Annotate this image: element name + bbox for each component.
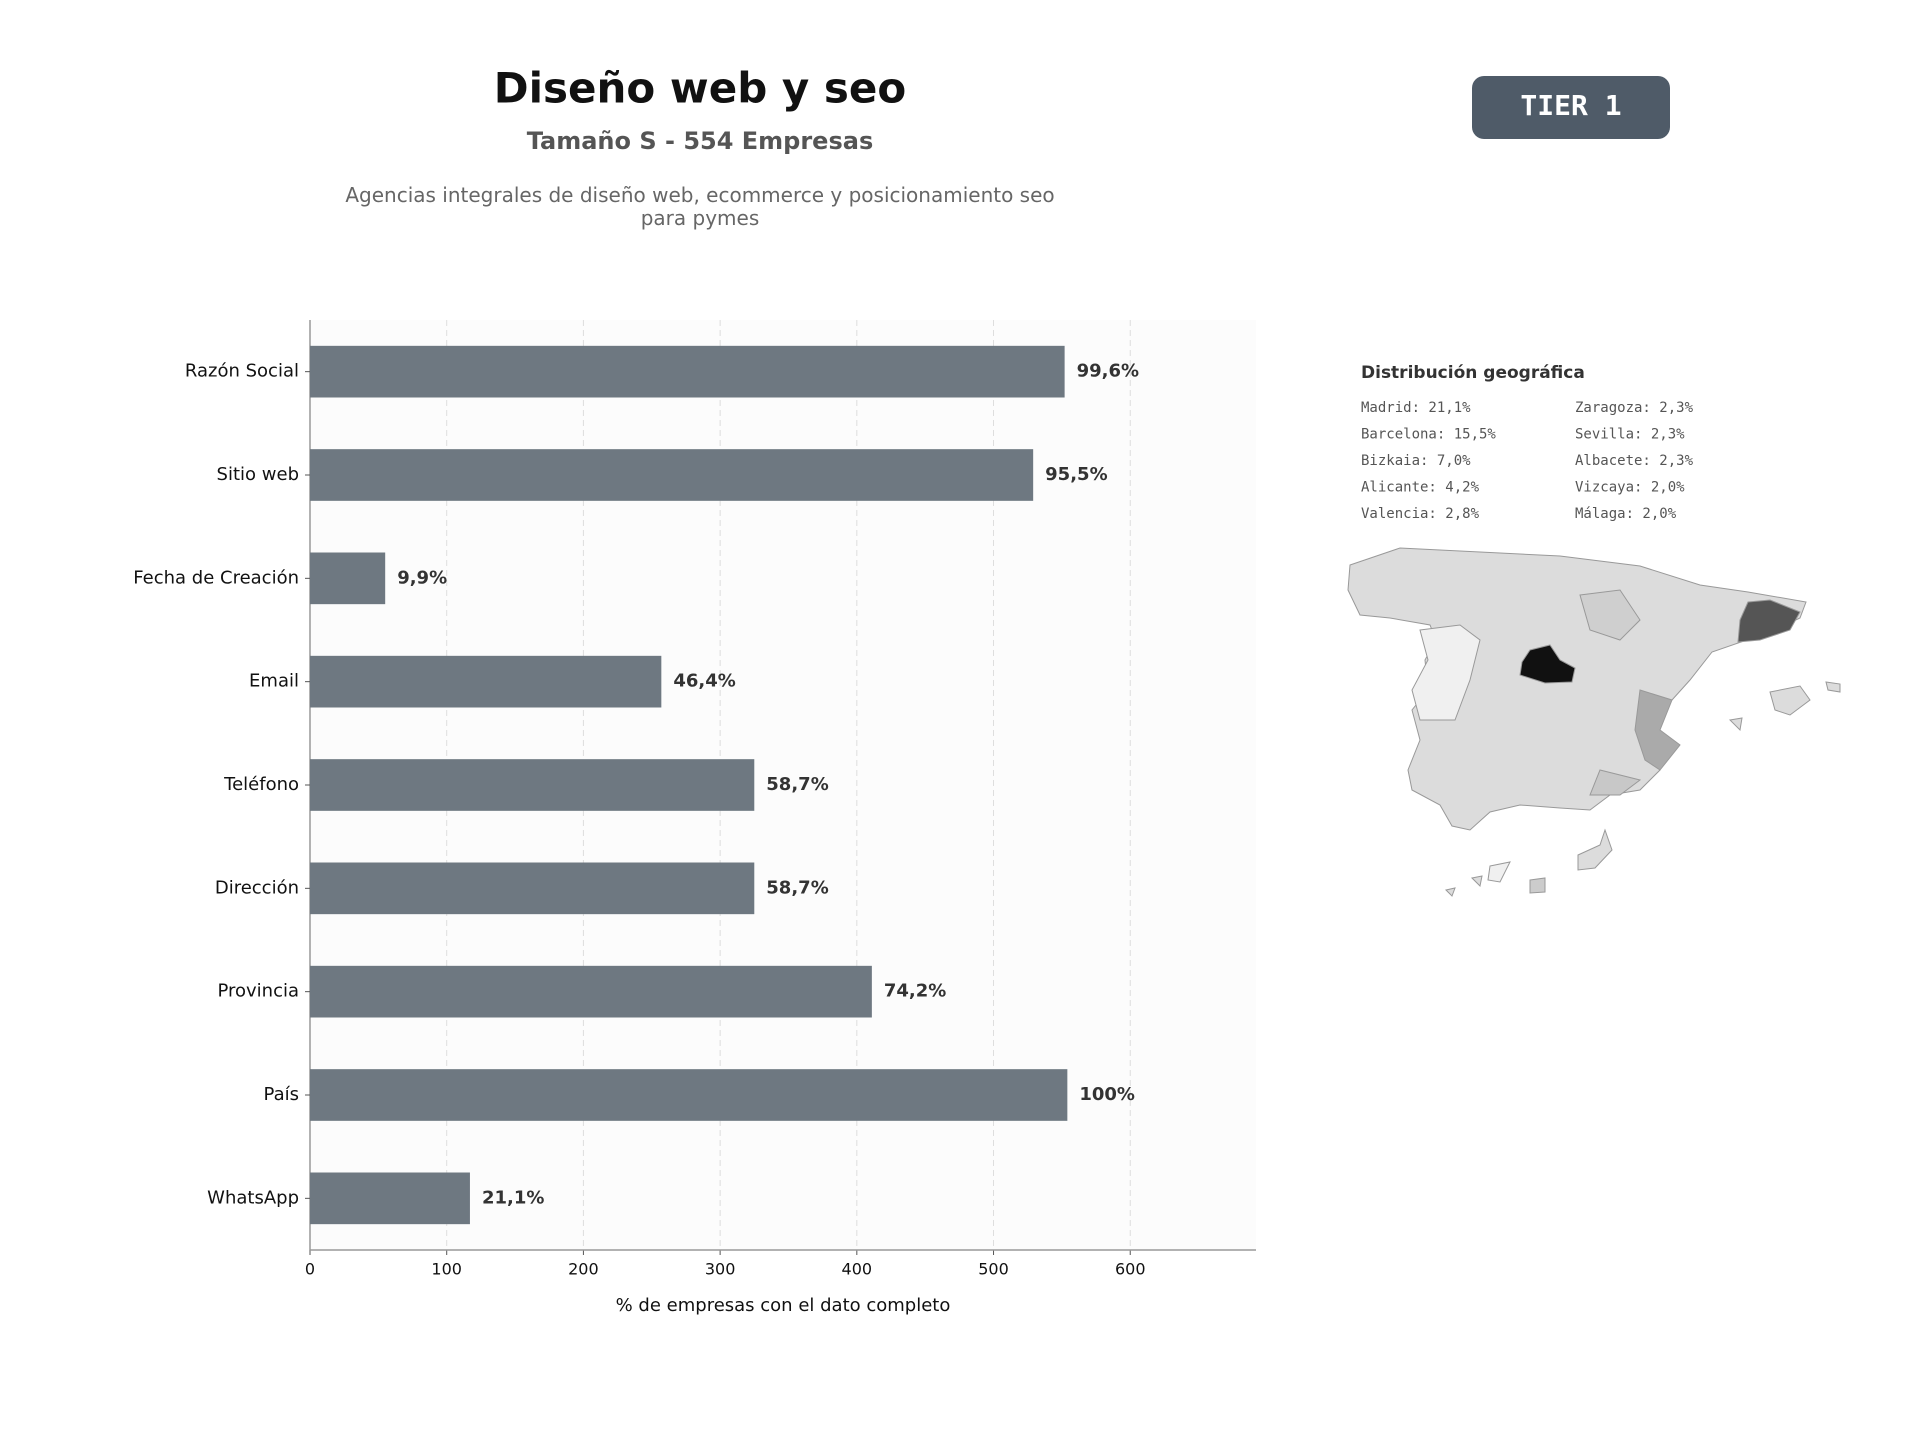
bar <box>310 1172 470 1225</box>
bar-value-label: 100% <box>1079 1084 1135 1105</box>
chart-description: Agencias integrales de diseño web, ecomm… <box>345 183 1055 230</box>
map-islands <box>1728 717 1743 732</box>
bar-value-label: 9,9% <box>397 567 447 588</box>
chart-subtitle: Tamaño S - 554 Empresas <box>527 127 873 155</box>
y-tick-label: Razón Social <box>185 361 299 382</box>
x-axis-label: % de empresas con el dato completo <box>616 1295 951 1316</box>
x-tick-label: 200 <box>568 1260 599 1279</box>
bar-value-label: 99,6% <box>1077 361 1139 382</box>
map-region <box>1579 589 1641 641</box>
map-barcelona <box>1737 599 1801 643</box>
geo-item: Sevilla: 2,3% <box>1575 427 1685 443</box>
x-tick-label: 0 <box>305 1260 315 1279</box>
geo-item: Valencia: 2,8% <box>1361 506 1480 522</box>
map-islands <box>1487 861 1511 883</box>
geo-item: Madrid: 21,1% <box>1361 400 1471 416</box>
map-islands <box>1445 887 1456 897</box>
bar <box>310 655 662 708</box>
y-tick-label: Dirección <box>215 877 299 898</box>
bar <box>310 552 386 605</box>
bar <box>310 345 1065 398</box>
bar <box>310 862 755 915</box>
x-tick-label: 500 <box>978 1260 1009 1279</box>
geo-item: Zaragoza: 2,3% <box>1575 400 1694 416</box>
map-islands <box>1825 681 1841 693</box>
bar-value-label: 58,7% <box>766 774 828 795</box>
map <box>1347 547 1841 897</box>
geo-item: Bizkaia: 7,0% <box>1361 453 1471 469</box>
y-tick-label: WhatsApp <box>207 1187 299 1208</box>
bar-value-label: 95,5% <box>1045 464 1107 485</box>
bar-value-label: 21,1% <box>482 1187 544 1208</box>
bar <box>310 449 1034 501</box>
map-region <box>1634 689 1681 771</box>
bar <box>310 759 755 811</box>
y-tick-label: País <box>264 1084 299 1105</box>
x-tick-label: 300 <box>705 1260 736 1279</box>
bar <box>310 1069 1068 1121</box>
chart-title: Diseño web y seo <box>494 64 906 113</box>
map-madrid <box>1519 644 1576 684</box>
map-islands <box>1529 877 1546 894</box>
x-tick-label: 600 <box>1115 1260 1146 1279</box>
geo-item: Alicante: 4,2% <box>1361 480 1480 496</box>
map-islands <box>1470 875 1483 888</box>
map-islands <box>1769 685 1811 716</box>
tier-label: TIER 1 <box>1520 89 1621 122</box>
y-tick-label: Provincia <box>217 981 299 1002</box>
map-mainland <box>1347 547 1807 831</box>
bar-value-label: 58,7% <box>766 877 828 898</box>
geo-title: Distribución geográfica <box>1361 363 1585 383</box>
geo-item: Málaga: 2,0% <box>1575 506 1677 522</box>
bar-value-label: 46,4% <box>673 671 735 692</box>
geo-item: Barcelona: 15,5% <box>1361 427 1496 443</box>
bar-value-label: 74,2% <box>884 981 946 1002</box>
x-tick-label: 100 <box>431 1260 462 1279</box>
map-islands <box>1577 828 1613 871</box>
geo-item: Albacete: 2,3% <box>1575 453 1694 469</box>
y-tick-label: Email <box>249 671 299 692</box>
y-tick-label: Fecha de Creación <box>133 567 299 588</box>
geo-item: Vizcaya: 2,0% <box>1575 480 1685 496</box>
map-region <box>1589 769 1642 796</box>
tier-badge <box>1472 76 1670 139</box>
y-tick-label: Teléfono <box>223 774 299 795</box>
bar <box>310 965 872 1018</box>
x-tick-label: 400 <box>842 1260 873 1279</box>
y-tick-label: Sitio web <box>217 464 299 485</box>
map-region <box>1411 624 1481 721</box>
